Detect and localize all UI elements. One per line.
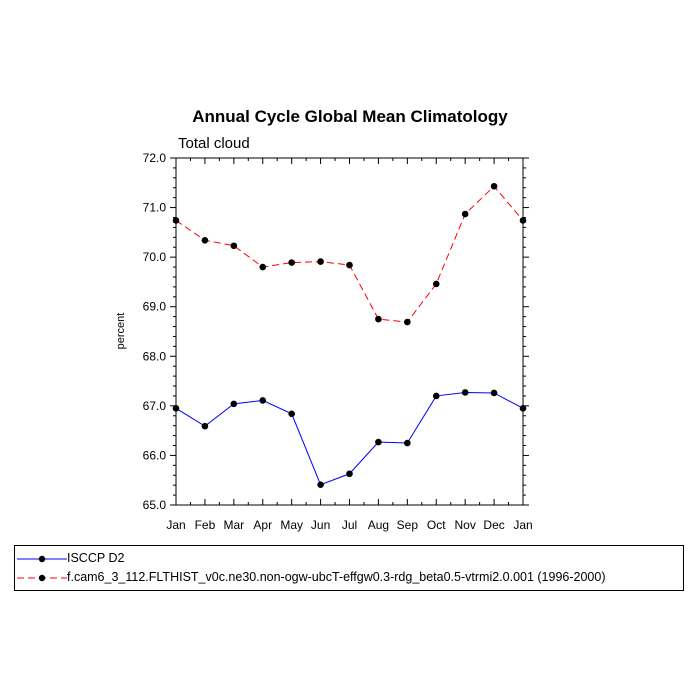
data-point: [432, 392, 440, 400]
chart-title: Annual Cycle Global Mean Climatology: [192, 107, 508, 126]
y-tick-label: 65.0: [143, 498, 167, 512]
legend-marker-icon: [17, 574, 67, 582]
y-tick-label: 67.0: [143, 399, 167, 413]
data-point: [490, 389, 498, 397]
y-tick-label: 68.0: [143, 349, 167, 363]
data-point: [461, 210, 469, 218]
data-point: [201, 236, 209, 244]
x-tick-label: Sep: [397, 518, 419, 532]
data-point: [288, 259, 295, 266]
data-point: [230, 242, 238, 250]
series-line-1: [175, 185, 524, 323]
y-tick-label: 70.0: [143, 250, 167, 264]
data-point: [172, 217, 180, 224]
data-point: [346, 261, 353, 269]
data-point: [461, 389, 469, 396]
legend-marker-icon: [17, 555, 67, 563]
data-point: [375, 438, 382, 446]
data-point: [432, 280, 440, 288]
data-point: [317, 258, 324, 265]
x-tick-label: May: [280, 518, 303, 532]
data-point: [346, 470, 353, 478]
plot-frame: [175, 157, 524, 506]
y-tick-label: 71.0: [143, 201, 167, 215]
legend-entry: ISCCP D2: [15, 549, 683, 569]
data-point: [259, 397, 267, 404]
data-point: [259, 263, 267, 271]
x-tick-label: Jun: [311, 518, 330, 532]
x-tick-label: Nov: [454, 518, 475, 532]
legend-label: f.cam6_3_112.FLTHIST_v0c.ne30.non-ogw-ub…: [67, 570, 606, 584]
y-axis-label: percent: [115, 313, 127, 350]
legend-label: ISCCP D2: [67, 551, 125, 565]
x-tick-label: Jan: [513, 518, 532, 532]
data-point: [404, 439, 411, 447]
data-point: [519, 405, 527, 412]
x-tick-label: Jul: [342, 518, 357, 532]
data-point: [317, 481, 324, 488]
series-layer: [172, 182, 527, 488]
data-point: [404, 318, 411, 326]
x-tick-label: Apr: [253, 518, 272, 532]
data-point: [490, 182, 498, 190]
legend-entry: f.cam6_3_112.FLTHIST_v0c.ne30.non-ogw-ub…: [15, 568, 683, 588]
x-tick-label: Jan: [166, 518, 185, 532]
x-tick-label: Feb: [195, 518, 216, 532]
legend: ISCCP D2 f.cam6_3_112.FLTHIST_v0c.ne30.n…: [14, 545, 684, 591]
y-tick-label: 72.0: [143, 151, 167, 165]
tick-labels: Jan Feb Mar Apr May Jun Jul Aug Sep Oct Nov Dec Jan 6…: [143, 151, 533, 532]
data-point: [201, 422, 209, 430]
x-tick-label: Dec: [483, 518, 504, 532]
x-tick-label: Mar: [223, 518, 244, 532]
data-point: [375, 315, 382, 323]
y-tick-label: 69.0: [143, 300, 167, 314]
data-point: [519, 217, 527, 224]
data-point: [288, 410, 295, 418]
x-tick-label: Aug: [368, 518, 389, 532]
data-point: [172, 405, 180, 412]
ticks-layer: [170, 157, 529, 506]
data-point: [230, 400, 238, 408]
chart-subtitle: Total cloud: [178, 135, 250, 152]
y-tick-label: 66.0: [143, 448, 167, 462]
x-tick-label: Oct: [427, 518, 446, 532]
